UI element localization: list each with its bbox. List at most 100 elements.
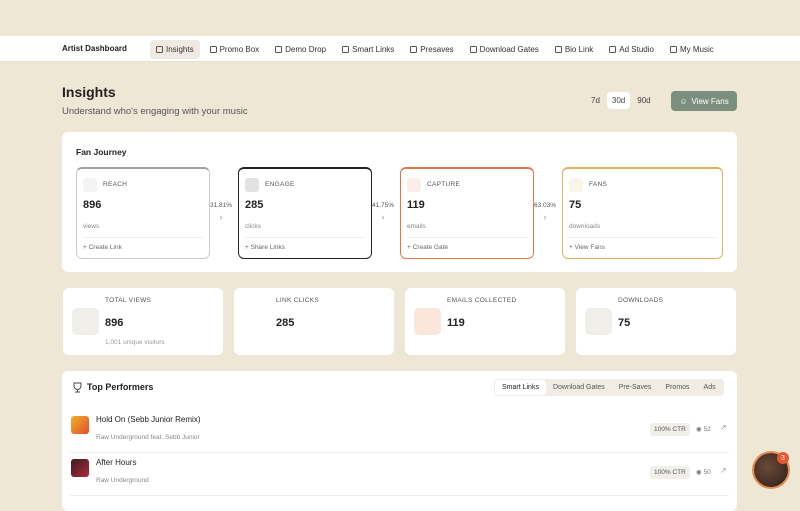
nav-item[interactable]: Ad Studio (603, 40, 660, 59)
brand[interactable]: Artist Dashboard (62, 44, 127, 53)
nav-item[interactable]: Smart Links (336, 40, 400, 59)
nav-item[interactable]: Bio Link (549, 40, 599, 59)
nav-bar: Artist Dashboard Insights Promo Box Demo D… (0, 36, 800, 62)
ctr-pill: 100% CTR (650, 466, 690, 479)
view-count: ◉ 52 (696, 425, 711, 433)
artwork (71, 416, 89, 434)
conversion-rate: 41.75% (371, 202, 395, 209)
stage-card: REACH 896 views + Create Link (76, 167, 210, 259)
stat-card: LINK CLICKS 285 (234, 288, 394, 355)
stage-unit: downloads (569, 223, 601, 230)
ctr-pill: 100% CTR (650, 423, 690, 436)
views-value: 50 (703, 469, 711, 476)
nav-icon (275, 46, 283, 53)
stat-value: 896 (105, 317, 124, 329)
views-value: 52 (703, 426, 711, 433)
stat-card: DOWNLOADS 75 (576, 288, 736, 355)
stage-action[interactable]: + Create Gate (407, 244, 448, 251)
page-subtitle: Understand who's engaging with your musi… (62, 106, 248, 117)
view-fans-button[interactable]: ☺ View Fans (671, 91, 737, 111)
stage-icon (245, 178, 259, 192)
card-title: Fan Journey (76, 147, 127, 157)
fan-journey-card: Fan Journey REACH 896 views + Create Link EN… (62, 132, 737, 272)
action-label: Create Link (88, 244, 122, 251)
conversion-rate: 31.81% (209, 202, 233, 209)
stage-action[interactable]: + View Fans (569, 244, 605, 251)
nav-icon (669, 46, 677, 53)
button-label: View Fans (691, 96, 729, 106)
nav-label: Bio Link (564, 45, 594, 54)
stage-icon (407, 178, 421, 192)
stat-card: EMAILS COLLECTED 119 (405, 288, 565, 355)
stage-value: 119 (407, 199, 425, 211)
range-option[interactable]: 90d (637, 96, 651, 105)
divider (245, 237, 365, 238)
track-artist: Raw Underground feat. Sebb Junior (96, 434, 200, 441)
track-title: Hold On (Sebb Junior Remix) (96, 415, 201, 424)
nav-item[interactable]: My Music (664, 40, 720, 59)
stat-icon (243, 308, 270, 335)
stat-icon (72, 308, 99, 335)
stage-label: FANS (589, 181, 608, 188)
nav-icon (554, 46, 562, 53)
nav-item[interactable]: Download Gates (464, 40, 545, 59)
range-option[interactable]: 7d (591, 96, 600, 105)
stage-unit: clicks (245, 223, 261, 230)
plus-icon: + (407, 244, 413, 251)
stage-card: ENGAGE 285 clicks + Share Links (238, 167, 372, 259)
page-title: Insights (62, 84, 116, 100)
tab[interactable]: Download Gates (552, 384, 605, 391)
stat-label: LINK CLICKS (276, 297, 320, 304)
nav-icon (469, 46, 477, 53)
nav-item[interactable]: Demo Drop (269, 40, 332, 59)
eye-icon: ◉ (696, 469, 704, 476)
nav-item[interactable]: Presaves (404, 40, 459, 59)
nav-icon (209, 46, 217, 53)
stat-value: 285 (276, 317, 295, 329)
stage-label: ENGAGE (265, 181, 295, 188)
nav-items: Insights Promo Box Demo Drop Smart Links Pre… (150, 40, 720, 59)
stage-card: FANS 75 downloads + View Fans (562, 167, 723, 259)
performer-row[interactable]: After Hours Raw Underground 100% CTR ◉ 50 ↗ (70, 454, 729, 496)
tab[interactable]: Promos (665, 384, 690, 391)
card-title: Top Performers (87, 382, 154, 392)
stage-label: REACH (103, 181, 128, 188)
stat-value: 75 (618, 317, 631, 329)
action-label: Create Gate (412, 244, 449, 251)
tab[interactable]: Pre-Saves (618, 384, 652, 391)
stage-unit: views (83, 223, 100, 230)
divider (407, 237, 527, 238)
icon: ☺ (679, 96, 688, 106)
nav-label: My Music (679, 45, 714, 54)
performer-row[interactable]: Hold On (Sebb Junior Remix) Raw Undergrou… (70, 411, 729, 453)
nav-icon (156, 46, 163, 53)
nav-label: Ad Studio (619, 45, 654, 54)
stage-unit: emails (407, 223, 426, 230)
eye-icon: ◉ (696, 426, 704, 433)
chevron: › (219, 212, 223, 222)
stage-icon (83, 178, 97, 192)
stage-action[interactable]: + Create Link (83, 244, 122, 251)
tab[interactable]: Ads (703, 384, 716, 391)
nav-label: Promo Box (219, 45, 260, 54)
nav-icon (410, 46, 418, 53)
open-link[interactable]: ↗ (720, 423, 727, 432)
tab[interactable]: Smart Links (495, 380, 546, 395)
chevron: › (543, 212, 547, 222)
range-toggle: 7d 30d 90d (586, 92, 656, 109)
stage-action[interactable]: + Share Links (245, 244, 285, 251)
nav-label: Smart Links (352, 45, 395, 54)
top-performers-card: Top Performers Smart Links Download Gates… (62, 371, 737, 511)
range-option[interactable]: 30d (606, 92, 631, 109)
open-link[interactable]: ↗ (720, 466, 727, 475)
nav-item[interactable]: Promo Box (204, 40, 266, 59)
plus-icon: + (569, 244, 575, 251)
nav-item[interactable]: Insights (150, 40, 200, 59)
action-label: View Fans (574, 244, 605, 251)
stat-icon (585, 308, 612, 335)
plus-icon: + (245, 244, 251, 251)
track-title: After Hours (96, 458, 137, 467)
nav-label: Demo Drop (285, 45, 327, 54)
nav-icon (342, 46, 350, 53)
stat-label: DOWNLOADS (618, 297, 664, 304)
